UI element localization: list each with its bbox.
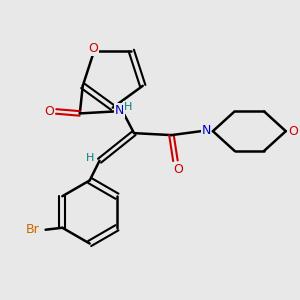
Text: Br: Br — [26, 223, 40, 236]
Text: O: O — [173, 163, 183, 176]
Text: N: N — [201, 124, 211, 137]
Text: O: O — [44, 105, 54, 118]
Text: N: N — [115, 104, 124, 117]
Text: O: O — [88, 42, 98, 55]
Text: O: O — [289, 125, 298, 138]
Text: H: H — [85, 153, 94, 163]
Text: H: H — [124, 101, 132, 112]
